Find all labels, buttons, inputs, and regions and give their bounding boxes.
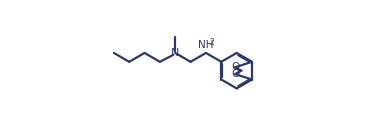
Text: 2: 2	[210, 38, 214, 47]
Text: N: N	[171, 48, 179, 58]
Text: O: O	[231, 62, 239, 72]
Text: NH: NH	[198, 40, 214, 50]
Text: O: O	[231, 69, 239, 79]
